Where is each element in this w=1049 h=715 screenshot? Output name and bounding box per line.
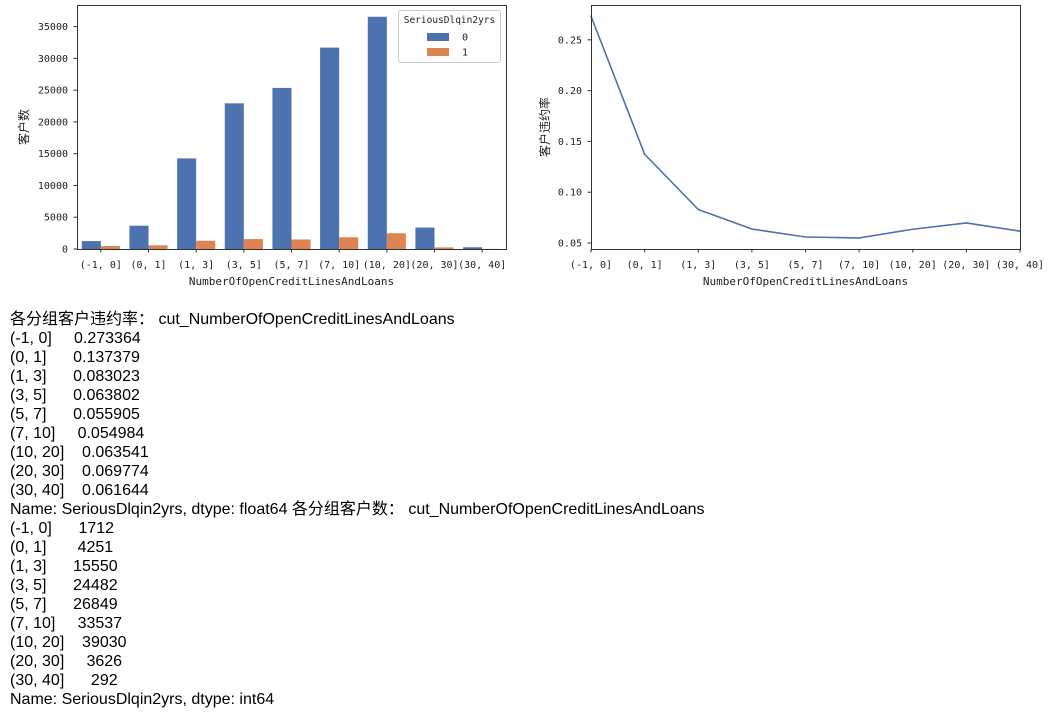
line-xtick-label-3: (3, 5] bbox=[734, 260, 770, 271]
bar-ytick-label-2: 10000 bbox=[38, 181, 68, 192]
line-xtick-label-6: (10, 20] bbox=[889, 260, 937, 271]
output-line: Name: SeriousDlqin2yrs, dtype: int64 bbox=[10, 691, 275, 708]
bar-series-0-7 bbox=[415, 227, 435, 249]
bar-xtick-label-1: (0, 1] bbox=[130, 260, 166, 271]
bar-ytick-label-5: 25000 bbox=[38, 86, 68, 97]
line-xtick-label-5: (7, 10] bbox=[838, 260, 880, 271]
output-line: (1, 3] 0.083023 bbox=[10, 368, 140, 385]
bar-xtick-label-0: (-1, 0] bbox=[80, 260, 122, 271]
bar-chart-xlabel: NumberOfOpenCreditLinesAndLoans bbox=[189, 275, 394, 288]
bar-series-0-2 bbox=[177, 158, 197, 249]
bar-xtick-label-3: (3, 5] bbox=[226, 260, 262, 271]
legend-swatch-1 bbox=[427, 48, 449, 56]
line-xtick-label-2: (1, 3] bbox=[680, 260, 716, 271]
line-ytick-label-3: 0.20 bbox=[558, 86, 582, 97]
output-line: (7, 10] 33537 bbox=[10, 615, 123, 632]
legend-box bbox=[398, 10, 501, 63]
bar-series-0-0 bbox=[81, 241, 101, 249]
bar-series-0-8 bbox=[463, 247, 483, 249]
bar-xtick-label-6: (10, 20] bbox=[363, 260, 411, 271]
bar-series-1-1 bbox=[148, 245, 168, 249]
line-ytick-label-4: 0.25 bbox=[558, 35, 582, 46]
output-line: (20, 30] 3626 bbox=[10, 653, 123, 670]
line-point-7 bbox=[965, 222, 968, 224]
default-rate-line bbox=[590, 15, 1021, 239]
bar-series-0-5 bbox=[320, 47, 340, 250]
line-chart-xlabel: NumberOfOpenCreditLinesAndLoans bbox=[703, 275, 908, 288]
output-line: (7, 10] 0.054984 bbox=[10, 425, 145, 442]
bar-series-1-7 bbox=[434, 247, 454, 249]
output-line: (0, 1] 0.137379 bbox=[10, 349, 140, 366]
output-line: (5, 7] 0.055905 bbox=[10, 406, 140, 423]
bar-ytick-label-1: 5000 bbox=[44, 213, 68, 224]
line-point-5 bbox=[858, 237, 860, 239]
output-line: (0, 1] 4251 bbox=[10, 539, 114, 556]
output-line: (10, 20] 0.063541 bbox=[10, 444, 149, 461]
output-line: (20, 30] 0.069774 bbox=[10, 463, 149, 480]
line-point-4 bbox=[804, 236, 807, 238]
legend-swatch-0 bbox=[427, 33, 449, 41]
bar-series-1-0 bbox=[100, 246, 120, 249]
bar-series-0-3 bbox=[224, 103, 244, 249]
line-chart-ylabel: 客户违约率 bbox=[537, 97, 552, 157]
bar-xtick-label-8: (30, 40] bbox=[458, 260, 506, 271]
bar-ytick-label-7: 35000 bbox=[38, 22, 68, 33]
bar-series-1-2 bbox=[196, 240, 216, 249]
line-point-3 bbox=[751, 228, 753, 230]
legend-label-0: 0 bbox=[462, 33, 468, 44]
bar-ytick-label-3: 15000 bbox=[38, 149, 68, 160]
line-xtick-label-1: (0, 1] bbox=[627, 260, 663, 271]
line-ytick-label-1: 0.10 bbox=[558, 188, 582, 199]
output-line: (5, 7] 26849 bbox=[10, 596, 118, 613]
line-xtick-label-7: (20, 30] bbox=[942, 260, 990, 271]
bar-series-1-6 bbox=[386, 233, 406, 249]
bar-xtick-label-5: (7, 10] bbox=[318, 260, 360, 271]
bar-chart-legend: SeriousDlqin2yrs 0 1 bbox=[398, 10, 501, 63]
output-line: (30, 40] 0.061644 bbox=[10, 482, 149, 499]
line-chart: 0.05 0.10 0.15 0.20 0.25 (-1, 0] (0, 1] (1, 3] (… bbox=[537, 5, 1044, 288]
legend-label-1: 1 bbox=[462, 48, 468, 59]
output-line: (10, 20] 39030 bbox=[10, 634, 127, 651]
bar-series-1-5 bbox=[339, 237, 359, 249]
line-point-6 bbox=[911, 228, 914, 231]
bar-xtick-label-2: (1, 3] bbox=[178, 260, 214, 271]
printed-output: 各分组客户违约率： cut_NumberOfOpenCreditLinesAnd… bbox=[10, 310, 1040, 709]
line-point-2 bbox=[697, 208, 700, 211]
output-line: (3, 5] 0.063802 bbox=[10, 387, 140, 404]
line-xtick-label-4: (5, 7] bbox=[787, 260, 823, 271]
bar-ytick-label-4: 20000 bbox=[38, 117, 68, 128]
bar-xtick-label-4: (5, 7] bbox=[273, 260, 309, 271]
legend-title: SeriousDlqin2yrs bbox=[404, 15, 496, 26]
output-line: 各分组客户违约率： cut_NumberOfOpenCreditLinesAnd… bbox=[10, 311, 455, 328]
output-line: (3, 5] 24482 bbox=[10, 577, 118, 594]
charts-figure: 0 5000 10000 15000 20000 25000 30000 35000 (-1, … bbox=[16, 5, 1044, 288]
line-chart-frame bbox=[591, 5, 1021, 250]
bar-series-0-1 bbox=[129, 225, 149, 249]
output-line: (1, 3] 15550 bbox=[10, 558, 118, 575]
bar-series-1-3 bbox=[243, 239, 263, 249]
output-line: (30, 40] 292 bbox=[10, 672, 118, 689]
line-ytick-label-0: 0.05 bbox=[558, 239, 582, 250]
bar-xtick-label-7: (20, 30] bbox=[410, 260, 458, 271]
bar-ytick-label-0: 0 bbox=[62, 245, 68, 256]
output-line: Name: SeriousDlqin2yrs, dtype: float64 各… bbox=[10, 501, 705, 518]
line-xtick-label-8: (30, 40] bbox=[996, 260, 1044, 271]
line-ytick-label-2: 0.15 bbox=[558, 137, 582, 148]
bar-chart: 0 5000 10000 15000 20000 25000 30000 35000 (-1, … bbox=[16, 5, 507, 288]
bar-series-0-6 bbox=[367, 16, 387, 250]
line-xtick-label-0: (-1, 0] bbox=[570, 260, 612, 271]
output-line: (-1, 0] 0.273364 bbox=[10, 330, 141, 347]
output-line: (-1, 0] 1712 bbox=[10, 520, 115, 537]
bar-series-1-4 bbox=[291, 239, 311, 249]
bar-ytick-label-6: 30000 bbox=[38, 54, 68, 65]
bar-chart-ylabel: 客户数 bbox=[16, 109, 31, 145]
line-point-1 bbox=[643, 153, 646, 156]
bar-series-0-4 bbox=[272, 87, 292, 250]
